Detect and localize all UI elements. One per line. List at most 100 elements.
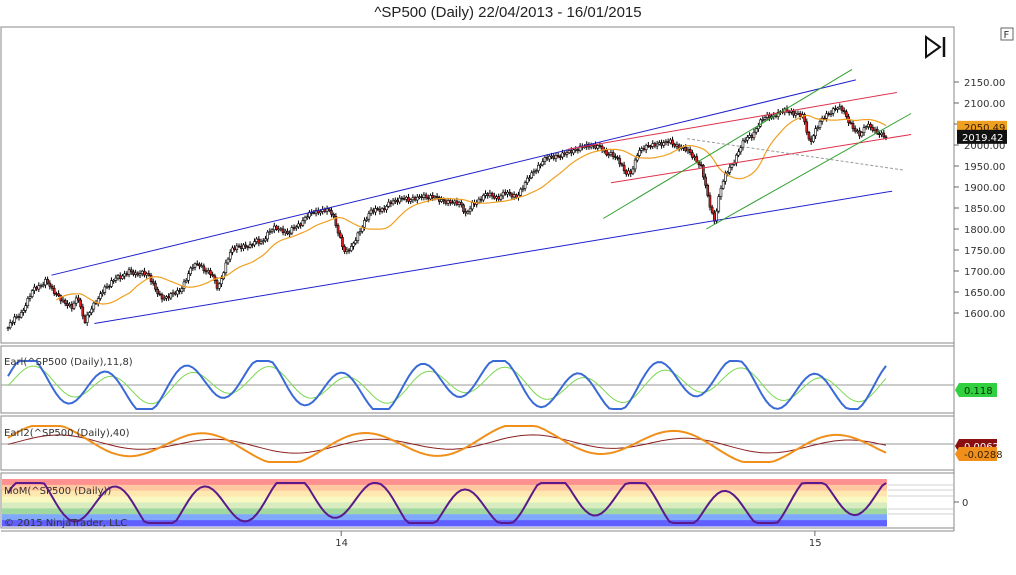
candle-body	[387, 201, 390, 207]
candle-body	[112, 280, 115, 282]
candle-body	[693, 156, 696, 158]
channel-green-upper	[603, 68, 853, 219]
candle-body	[290, 227, 294, 234]
candle-body	[649, 145, 652, 148]
candle-body	[101, 292, 104, 295]
candle-body	[325, 208, 329, 212]
candle-body	[790, 110, 793, 113]
candle-body	[299, 223, 302, 226]
candle-body	[363, 220, 366, 228]
candle-body	[305, 216, 309, 219]
candle-body	[422, 194, 426, 198]
candle-body	[499, 195, 503, 200]
candle-body	[189, 267, 192, 275]
candle-body	[853, 128, 857, 132]
last-price-value: 2019.42	[962, 133, 1003, 144]
candle-body	[669, 139, 672, 144]
candle-body	[160, 294, 164, 300]
candle-body	[486, 193, 490, 197]
candle-body	[145, 273, 148, 276]
candle-body	[26, 298, 30, 307]
candle-body	[501, 191, 505, 197]
candle-body	[178, 290, 181, 293]
candle-body	[607, 154, 611, 156]
candle-body	[248, 244, 252, 248]
earl-value-tag-text: 0.118	[964, 386, 993, 397]
candle-body	[244, 244, 247, 247]
candle-body	[358, 231, 362, 234]
candle-body	[519, 188, 523, 196]
candle-body	[90, 308, 93, 313]
candle-body	[743, 139, 747, 142]
channel-layer[interactable]	[51, 68, 912, 324]
candle-body	[35, 286, 38, 290]
price-tick-label: 1850.00	[964, 204, 1005, 215]
candle-body	[455, 200, 459, 205]
candle-body	[136, 272, 140, 276]
candle-body	[807, 131, 811, 140]
candle-body	[867, 123, 870, 128]
candle-body	[255, 238, 258, 242]
candle-body	[74, 297, 78, 304]
candle-body	[374, 208, 377, 213]
candle-body	[792, 110, 795, 116]
candle-body	[737, 151, 740, 156]
candle-body	[512, 194, 516, 198]
candle-body	[61, 299, 65, 302]
candle-body	[466, 211, 470, 214]
candle-body	[814, 128, 817, 137]
candle-body	[675, 144, 679, 147]
last-price-tag	[957, 129, 1007, 144]
price-tick-label: 1650.00	[964, 288, 1005, 299]
candle-body	[446, 200, 450, 204]
candle-body	[224, 262, 228, 274]
candle-body	[169, 293, 173, 299]
candle-body	[176, 290, 179, 295]
candle-body	[44, 278, 47, 286]
candle-body	[530, 172, 534, 179]
corner-button[interactable]	[1000, 27, 1014, 41]
candle-body	[70, 303, 74, 309]
candle-body	[684, 146, 688, 152]
candle-body	[132, 271, 135, 275]
channel-red-upper	[567, 92, 897, 150]
candle-body	[415, 196, 419, 201]
candle-body	[704, 176, 707, 186]
candle-body	[6, 327, 10, 330]
price-tick-label: 1700.00	[964, 267, 1005, 278]
candle-body	[50, 285, 54, 289]
candle-body	[222, 272, 225, 279]
candle-body	[803, 114, 806, 123]
candle-body	[127, 269, 131, 275]
candle-body	[735, 154, 738, 164]
channel-blue-upper	[51, 79, 856, 276]
mom-zone-band	[2, 484, 887, 492]
price-tick-label: 1600.00	[964, 309, 1005, 320]
mom-label: MoM(^SP500 (Daily))	[4, 486, 111, 497]
date-tick-label: 15	[809, 538, 822, 549]
candle-body	[270, 229, 274, 232]
candle-body	[561, 152, 564, 158]
candle-body	[30, 290, 34, 297]
candle-body	[272, 225, 276, 231]
candle-body	[754, 128, 758, 133]
secondary-price-value: 2050.49	[964, 123, 1005, 134]
candle-body	[726, 172, 729, 175]
candle-body	[440, 199, 443, 202]
candle-body	[411, 197, 415, 201]
candle-body	[686, 149, 690, 152]
candle-body	[449, 200, 452, 204]
play-to-end-icon[interactable]	[925, 35, 946, 59]
price-layer	[6, 103, 888, 332]
mom-zone-band	[2, 496, 887, 503]
candle-body	[246, 246, 250, 248]
candle-body	[671, 139, 674, 145]
candle-body	[407, 196, 410, 202]
candle-body	[264, 238, 267, 242]
candle-body	[398, 197, 401, 203]
candle-body	[233, 247, 236, 250]
mom-tick-label: 0	[962, 498, 968, 509]
candle-body	[653, 143, 657, 147]
mom-zone-band	[2, 490, 887, 498]
